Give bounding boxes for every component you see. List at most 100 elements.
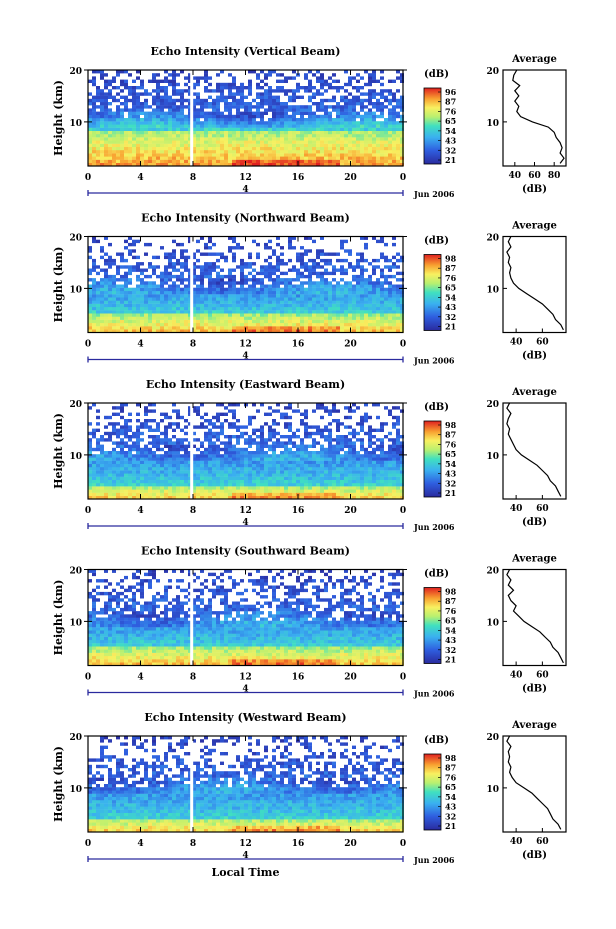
heatmap-cell bbox=[108, 156, 112, 160]
heatmap-cell bbox=[136, 495, 140, 500]
heatmap-cell bbox=[148, 137, 152, 141]
heatmap-cell bbox=[196, 489, 200, 493]
heatmap-cell bbox=[132, 134, 136, 138]
heatmap-cell bbox=[120, 479, 124, 484]
heatmap-cell bbox=[348, 457, 352, 461]
heatmap-cell bbox=[316, 329, 320, 333]
heatmap-cell bbox=[300, 271, 304, 276]
heatmap-cell bbox=[124, 287, 128, 292]
heatmap-cell bbox=[148, 467, 152, 471]
heatmap-cell bbox=[240, 479, 244, 484]
heatmap-cell bbox=[88, 329, 92, 333]
heatmap-cell bbox=[124, 82, 128, 87]
heatmap-cell bbox=[360, 486, 364, 490]
heatmap-cell bbox=[384, 316, 388, 320]
heatmap-cell bbox=[372, 130, 376, 135]
heatmap-cell bbox=[224, 316, 228, 320]
heatmap-cell bbox=[132, 326, 136, 330]
heatmap-cell bbox=[248, 70, 252, 74]
heatmap-cell bbox=[108, 118, 112, 122]
heatmap-cell bbox=[388, 281, 392, 285]
heatmap-cell bbox=[304, 489, 308, 493]
heatmap-cell bbox=[100, 124, 104, 128]
heatmap-cell bbox=[256, 476, 260, 480]
heatmap-cell bbox=[388, 140, 392, 144]
heatmap-cell bbox=[368, 274, 372, 279]
heatmap-cell bbox=[328, 476, 332, 480]
heatmap-cell bbox=[364, 316, 368, 320]
heatmap-cell bbox=[180, 159, 184, 163]
heatmap-cell bbox=[220, 306, 224, 311]
heatmap-cell bbox=[108, 451, 112, 455]
heatmap-cell bbox=[148, 447, 152, 452]
average-title: Average bbox=[511, 54, 557, 65]
heatmap-cell bbox=[176, 463, 180, 468]
heatmap-cell bbox=[232, 479, 236, 484]
heatmap-cell bbox=[88, 127, 92, 131]
heatmap-cell bbox=[120, 467, 124, 471]
heatmap-cell bbox=[100, 150, 104, 154]
heatmap-cell bbox=[136, 143, 140, 147]
heatmap-cell bbox=[108, 137, 112, 141]
heatmap-cell bbox=[260, 290, 264, 295]
heatmap-cell bbox=[248, 470, 252, 474]
heatmap-cell bbox=[88, 479, 92, 484]
heatmap-cell bbox=[200, 326, 204, 330]
heatmap-cell bbox=[396, 252, 400, 256]
heatmap-cell bbox=[180, 489, 184, 493]
heatmap-cell bbox=[276, 143, 280, 147]
heatmap-cell bbox=[372, 454, 376, 458]
heatmap-cell bbox=[288, 457, 292, 461]
heatmap-cell bbox=[328, 290, 332, 295]
heatmap-cell bbox=[132, 156, 136, 160]
heatmap-cell bbox=[336, 329, 340, 333]
heatmap-cell bbox=[232, 105, 236, 109]
heatmap-cell bbox=[356, 329, 360, 333]
heatmap-cell bbox=[300, 258, 304, 263]
heatmap-cell bbox=[196, 278, 200, 282]
heatmap-cell bbox=[372, 460, 376, 464]
heatmap-cell bbox=[168, 326, 172, 330]
heatmap-cell bbox=[232, 457, 236, 461]
heatmap-cell bbox=[196, 460, 200, 464]
heatmap-cell bbox=[360, 92, 364, 96]
heatmap-cell bbox=[296, 82, 300, 87]
heatmap-cell bbox=[400, 95, 404, 99]
heatmap-cell bbox=[388, 146, 392, 151]
heatmap-cell bbox=[172, 479, 176, 484]
heatmap-cell bbox=[384, 313, 388, 317]
heatmap-cell bbox=[92, 124, 96, 128]
heatmap-cell bbox=[184, 137, 188, 141]
heatmap-cell bbox=[352, 76, 356, 80]
heatmap-cell bbox=[376, 287, 380, 292]
heatmap-cell bbox=[300, 265, 304, 269]
heatmap-cell bbox=[148, 140, 152, 144]
heatmap-cell bbox=[116, 329, 120, 333]
heatmap-cell bbox=[392, 153, 396, 157]
heatmap-cell bbox=[172, 274, 176, 279]
heatmap-cell bbox=[216, 278, 220, 282]
heatmap-cell bbox=[144, 111, 148, 115]
heatmap-cell bbox=[344, 489, 348, 493]
heatmap-cell bbox=[212, 467, 216, 471]
heatmap-cell bbox=[88, 159, 92, 163]
heatmap-cell bbox=[400, 319, 404, 324]
heatmap-cell bbox=[256, 489, 260, 493]
heatmap-cell bbox=[400, 300, 404, 304]
heatmap-cell bbox=[312, 156, 316, 160]
heatmap-cell bbox=[312, 316, 316, 320]
heatmap-cell bbox=[116, 479, 120, 484]
heatmap-cell bbox=[300, 255, 304, 260]
heatmap-cell bbox=[148, 319, 152, 324]
heatmap-cell bbox=[204, 102, 208, 106]
heatmap-cell bbox=[184, 326, 188, 330]
heatmap-cell bbox=[384, 476, 388, 480]
heatmap-cell bbox=[176, 326, 180, 330]
heatmap-cell bbox=[88, 278, 92, 282]
heatmap-cell bbox=[248, 454, 252, 458]
heatmap-cell bbox=[244, 146, 248, 151]
heatmap-cell bbox=[132, 146, 136, 151]
heatmap-cell bbox=[204, 118, 208, 122]
heatmap-cell bbox=[88, 111, 92, 115]
heatmap-cell bbox=[332, 265, 336, 269]
